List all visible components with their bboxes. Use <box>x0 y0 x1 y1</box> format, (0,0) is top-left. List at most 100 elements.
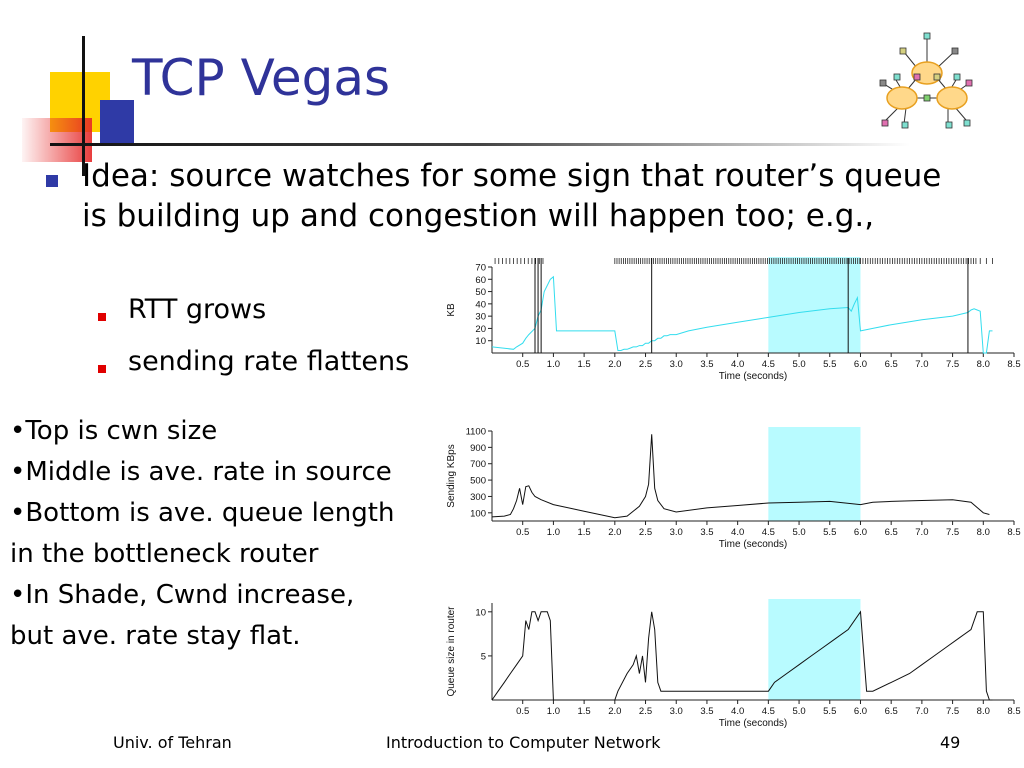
y-tick-label: 10 <box>475 607 486 618</box>
x-tick-label: 6.5 <box>885 706 898 717</box>
y-tick-label: 30 <box>475 312 486 323</box>
series-line <box>491 610 993 701</box>
x-tick-label: 6.0 <box>854 706 867 717</box>
x-tick-label: 7.5 <box>946 706 959 717</box>
x-tick-label: 1.0 <box>547 527 560 538</box>
x-tick-label: 4.0 <box>731 359 744 370</box>
x-tick-label: 6.5 <box>885 527 898 538</box>
shade-region <box>768 257 861 353</box>
x-tick-label: 2.5 <box>639 527 652 538</box>
x-tick-label: 7.0 <box>915 706 928 717</box>
x-tick-label: 3.5 <box>700 706 713 717</box>
x-tick-label: 6.0 <box>854 527 867 538</box>
x-tick-label: 1.5 <box>578 359 591 370</box>
note-line: but ave. rate stay flat. <box>10 621 301 651</box>
sub-bullet-text: sending rate flattens <box>128 346 410 377</box>
x-tick-label: 5.0 <box>792 359 805 370</box>
y-tick-label: 1100 <box>466 427 486 438</box>
shade-region <box>768 427 861 521</box>
y-tick-label: 500 <box>470 476 486 487</box>
sub-bullet-marker <box>98 313 106 321</box>
x-tick-label: 0.5 <box>516 359 529 370</box>
footer-page-number: 49 <box>940 733 961 752</box>
footer-university: Univ. of Tehran <box>113 733 232 752</box>
x-tick-label: 0.5 <box>516 706 529 717</box>
note-line: •In Shade, Cwnd increase, <box>10 580 355 610</box>
y-axis-label: Sending KBps <box>446 444 457 507</box>
x-tick-label: 8.0 <box>977 706 990 717</box>
y-tick-label: 700 <box>470 459 486 470</box>
main-bullet-text: Idea: source watches for some sign that … <box>82 158 942 234</box>
x-tick-label: 7.5 <box>946 359 959 370</box>
x-tick-label: 2.0 <box>608 706 621 717</box>
shade-region <box>768 599 861 700</box>
x-tick-label: 1.5 <box>578 527 591 538</box>
x-tick-label: 5.0 <box>792 706 805 717</box>
bullet-square <box>46 175 58 187</box>
y-axis-label: KB <box>446 303 457 317</box>
y-tick-label: 10 <box>475 336 486 347</box>
note-line: •Middle is ave. rate in source <box>10 457 392 487</box>
note-line: •Top is cwn size <box>10 416 218 446</box>
decor-vertical-line <box>82 36 85 176</box>
y-tick-label: 50 <box>475 287 486 298</box>
x-tick-label: 2.5 <box>639 706 652 717</box>
x-tick-label: 2.5 <box>639 359 652 370</box>
x-tick-label: 8.5 <box>1007 359 1020 370</box>
y-axis-label: Queue size in router <box>446 606 457 697</box>
x-tick-label: 8.0 <box>977 527 990 538</box>
x-tick-label: 1.5 <box>578 706 591 717</box>
series-line <box>491 275 993 354</box>
x-tick-label: 2.0 <box>608 359 621 370</box>
sub-bullet-text: RTT grows <box>128 294 267 325</box>
decor-red-gradient <box>22 118 92 162</box>
y-tick-label: 40 <box>475 299 486 310</box>
x-tick-label: 7.0 <box>915 527 928 538</box>
sub-bullet-marker <box>98 365 106 373</box>
x-tick-label: 6.0 <box>854 359 867 370</box>
x-tick-label: 8.5 <box>1007 706 1020 717</box>
x-tick-label: 7.0 <box>915 359 928 370</box>
x-tick-label: 4.5 <box>762 706 775 717</box>
x-tick-label: 8.5 <box>1007 527 1020 538</box>
note-line: •Bottom is ave. queue length <box>10 498 395 528</box>
x-tick-label: 5.5 <box>823 359 836 370</box>
x-tick-label: 3.0 <box>670 527 683 538</box>
x-tick-label: 5.5 <box>823 527 836 538</box>
y-tick-label: 60 <box>475 275 486 286</box>
x-axis-label: Time (seconds) <box>719 718 788 729</box>
y-tick-label: 20 <box>475 324 486 335</box>
title-underline <box>50 143 910 146</box>
x-tick-label: 5.5 <box>823 706 836 717</box>
x-tick-label: 3.0 <box>670 359 683 370</box>
x-axis-label: Time (seconds) <box>719 539 788 550</box>
x-tick-label: 6.5 <box>885 359 898 370</box>
series-line <box>491 434 990 519</box>
network-clouds-icon <box>879 32 973 129</box>
vegas-charts: 0.5 1.0 1.5 2.0 2.5 3.0 3.5 4.0 4.5 5.0 5.5 6.0 6.5 7… <box>446 257 1021 729</box>
y-tick-label: 70 <box>475 263 486 274</box>
footer-course: Introduction to Computer Network <box>386 733 661 752</box>
x-tick-label: 4.0 <box>731 706 744 717</box>
y-tick-label: 5 <box>481 651 486 662</box>
x-tick-label: 3.5 <box>700 527 713 538</box>
x-tick-label: 1.0 <box>547 359 560 370</box>
x-tick-label: 2.0 <box>608 527 621 538</box>
x-tick-label: 4.5 <box>762 527 775 538</box>
x-tick-label: 7.5 <box>946 527 959 538</box>
x-tick-label: 0.5 <box>516 527 529 538</box>
y-tick-label: 900 <box>470 443 486 454</box>
y-tick-label: 100 <box>470 508 486 519</box>
y-tick-label: 300 <box>470 492 486 503</box>
slide-title: TCP Vegas <box>132 49 391 107</box>
x-tick-label: 3.5 <box>700 359 713 370</box>
x-tick-label: 3.0 <box>670 706 683 717</box>
decor-blue-square <box>100 100 134 146</box>
note-line: in the bottleneck router <box>10 539 319 569</box>
x-tick-label: 4.0 <box>731 527 744 538</box>
x-tick-label: 5.0 <box>792 527 805 538</box>
x-axis-label: Time (seconds) <box>719 371 788 382</box>
x-tick-label: 8.0 <box>977 359 990 370</box>
x-tick-label: 4.5 <box>762 359 775 370</box>
x-tick-label: 1.0 <box>547 706 560 717</box>
